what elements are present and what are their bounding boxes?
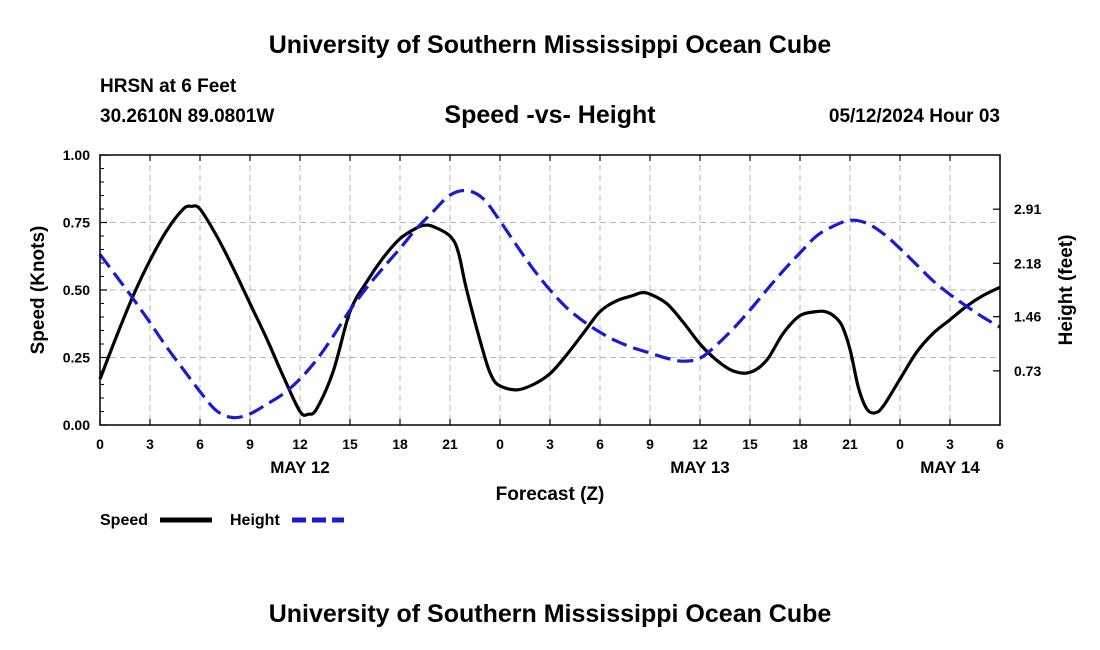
y-tick-label: 0.25 — [63, 350, 90, 366]
series-layer — [98, 188, 1001, 420]
date-label: MAY 14 — [920, 458, 980, 477]
x-axis-label: Forecast (Z) — [496, 484, 605, 505]
x-tick-label: 12 — [692, 436, 708, 452]
y2-axis-label: Height (feet) — [1056, 235, 1077, 346]
speed-line — [98, 204, 1001, 417]
x-tick-label: 3 — [946, 436, 954, 452]
x-tick-label: 0 — [496, 436, 504, 452]
x-tick-label: 3 — [146, 436, 154, 452]
axes: 0 3 6 9 12 15 18 21 0 3 6 9 12 15 18 21 0 3 6 0.00 0.25 0.50 0… — [63, 147, 1042, 477]
x-tick-label: 18 — [792, 436, 808, 452]
y-tick-label: 0.75 — [63, 215, 90, 231]
legend-speed-label: Speed — [100, 512, 148, 529]
x-tick-label: 3 — [546, 436, 554, 452]
y-tick-label: 1.00 — [63, 147, 90, 163]
x-tick-label: 6 — [596, 436, 604, 452]
grid — [100, 155, 1000, 425]
x-tick-label: 0 — [96, 436, 104, 452]
main-title: University of Southern Mississippi Ocean… — [268, 31, 832, 59]
station-label: HRSN at 6 Feet — [100, 76, 237, 97]
y-tick-label: 0.00 — [63, 417, 90, 433]
plot-title: Speed -vs- Height — [444, 101, 656, 129]
y2-tick-label: 2.91 — [1014, 201, 1041, 217]
x-tick-label: 15 — [342, 436, 358, 452]
y-axis-label: Speed (Knots) — [28, 226, 49, 355]
y2-tick-label: 1.46 — [1014, 309, 1041, 325]
legend-height-label: Height — [230, 512, 280, 529]
x-tick-label: 12 — [292, 436, 308, 452]
legend: Speed Height — [100, 512, 344, 529]
y2-tick-label: 2.18 — [1014, 255, 1041, 271]
y2-tick-label: 0.73 — [1014, 363, 1041, 379]
x-tick-label: 15 — [742, 436, 758, 452]
footer-title: University of Southern Mississippi Ocean… — [268, 600, 832, 628]
x-tick-label: 9 — [646, 436, 654, 452]
date-label: MAY 12 — [270, 458, 330, 477]
x-tick-label: 21 — [842, 436, 858, 452]
x-tick-label: 18 — [392, 436, 408, 452]
coordinates-label: 30.2610N 89.0801W — [100, 106, 275, 127]
y-tick-label: 0.50 — [63, 282, 90, 298]
timestamp-label: 05/12/2024 Hour 03 — [828, 106, 1000, 127]
x-tick-label: 6 — [996, 436, 1004, 452]
x-tick-label: 0 — [896, 436, 904, 452]
x-tick-label: 21 — [442, 436, 458, 452]
x-tick-label: 9 — [246, 436, 254, 452]
height-line — [98, 188, 1001, 420]
x-tick-label: 6 — [196, 436, 204, 452]
date-label: MAY 13 — [670, 458, 730, 477]
